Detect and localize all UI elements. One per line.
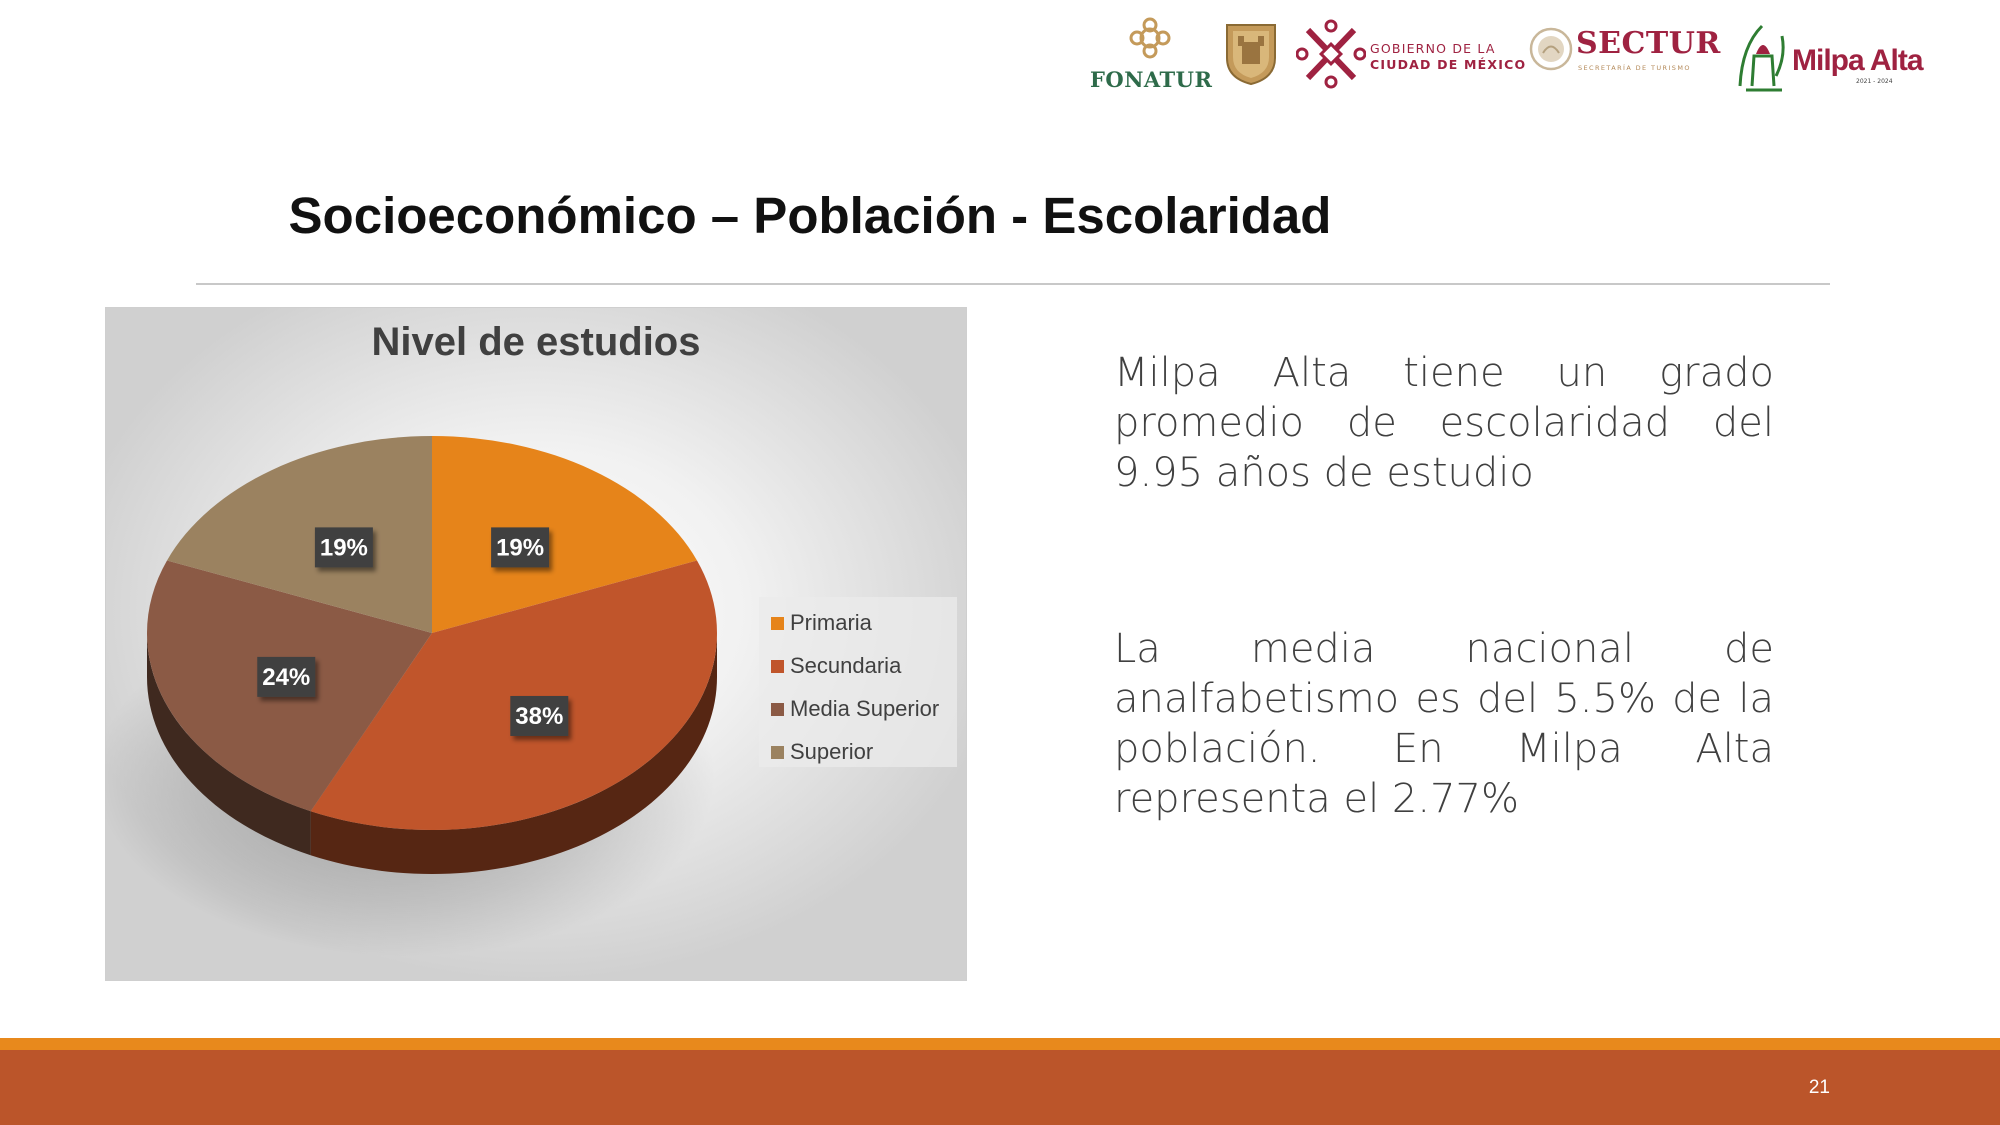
pie-slice-primaria bbox=[432, 436, 697, 633]
national-seal-icon bbox=[1529, 27, 1573, 71]
logos-strip: FONATUR GOBIERNO DE LA CIUDAD DE M bbox=[1090, 14, 1930, 94]
cdmx-emblem-icon bbox=[1295, 19, 1367, 89]
legend-entry: Media Superior bbox=[790, 696, 939, 721]
fonatur-logo: FONATUR bbox=[1090, 16, 1213, 92]
footer-strip bbox=[0, 1038, 2000, 1050]
fonatur-emblem-icon bbox=[1129, 17, 1171, 59]
cdmx-line1: GOBIERNO DE LA bbox=[1370, 41, 1496, 56]
pie-slice-secundaria bbox=[310, 560, 718, 830]
sectur-logo: SECTUR SECRETARÍA DE TURISMO bbox=[1528, 26, 1720, 82]
cdmx-line2: CIUDAD DE MÉXICO bbox=[1370, 57, 1527, 72]
data-label-box bbox=[314, 527, 373, 568]
data-label-box bbox=[510, 695, 569, 736]
legend-entry: Primaria bbox=[790, 610, 873, 635]
legend-swatch bbox=[771, 703, 784, 716]
data-label-box bbox=[491, 527, 550, 568]
milpa-alta-logo: Milpa Alta 2021 - 2024 bbox=[1732, 16, 1932, 94]
chart-title: Nivel de estudios bbox=[372, 320, 701, 364]
page-title: Socioeconómico – Población - Escolaridad bbox=[288, 187, 1332, 244]
data-label-box bbox=[257, 656, 316, 697]
cdmx-logo: GOBIERNO DE LA CIUDAD DE MÉXICO bbox=[1295, 18, 1525, 90]
legend-entry: Superior bbox=[790, 739, 873, 764]
pie-sides bbox=[147, 633, 717, 874]
milpa-alta-years: 2021 - 2024 bbox=[1856, 78, 1893, 85]
shield-icon bbox=[1226, 24, 1276, 86]
footer-band bbox=[0, 1050, 2000, 1125]
fonatur-label: FONATUR bbox=[1090, 67, 1213, 92]
schooling-paragraph: Milpa Alta tiene un grado promedio de es… bbox=[1114, 350, 1774, 496]
pie-chart: Nivel de estudios 19% 38% 24% 19% Primaria S… bbox=[105, 320, 957, 957]
legend-swatch bbox=[771, 746, 784, 759]
pie-slices bbox=[147, 436, 718, 830]
pie-slice-superior bbox=[167, 436, 432, 633]
pie-chart-panel: Nivel de estudios 19% 38% 24% 19% Primaria S… bbox=[105, 307, 967, 981]
milpa-alta-label: Milpa Alta bbox=[1792, 44, 1924, 77]
data-label: 38% bbox=[515, 703, 563, 730]
sectur-subtitle: SECRETARÍA DE TURISMO bbox=[1578, 64, 1691, 72]
pie-side-media-superior bbox=[147, 633, 311, 856]
pie-side-secundaria bbox=[310, 633, 717, 874]
data-label: 24% bbox=[262, 664, 310, 691]
page-number: 21 bbox=[1808, 1077, 1830, 1098]
data-label: 19% bbox=[320, 534, 368, 561]
legend-background bbox=[759, 597, 957, 767]
title-divider bbox=[196, 283, 1830, 285]
milpa-alta-emblem-icon bbox=[1738, 24, 1785, 92]
sectur-label: SECTUR bbox=[1576, 26, 1721, 61]
illiteracy-paragraph: La media nacional de analfabetismo es de… bbox=[1114, 626, 1774, 822]
pie-data-labels: 19% 38% 24% 19% bbox=[257, 527, 569, 736]
legend-swatch bbox=[771, 660, 784, 673]
data-label: 19% bbox=[496, 534, 544, 561]
legend-entry: Secundaria bbox=[790, 653, 902, 678]
legend-swatch bbox=[771, 617, 784, 630]
cdmx-shield-logo bbox=[1224, 22, 1278, 86]
chart-legend: Primaria Secundaria Media Superior Superior bbox=[759, 597, 957, 767]
